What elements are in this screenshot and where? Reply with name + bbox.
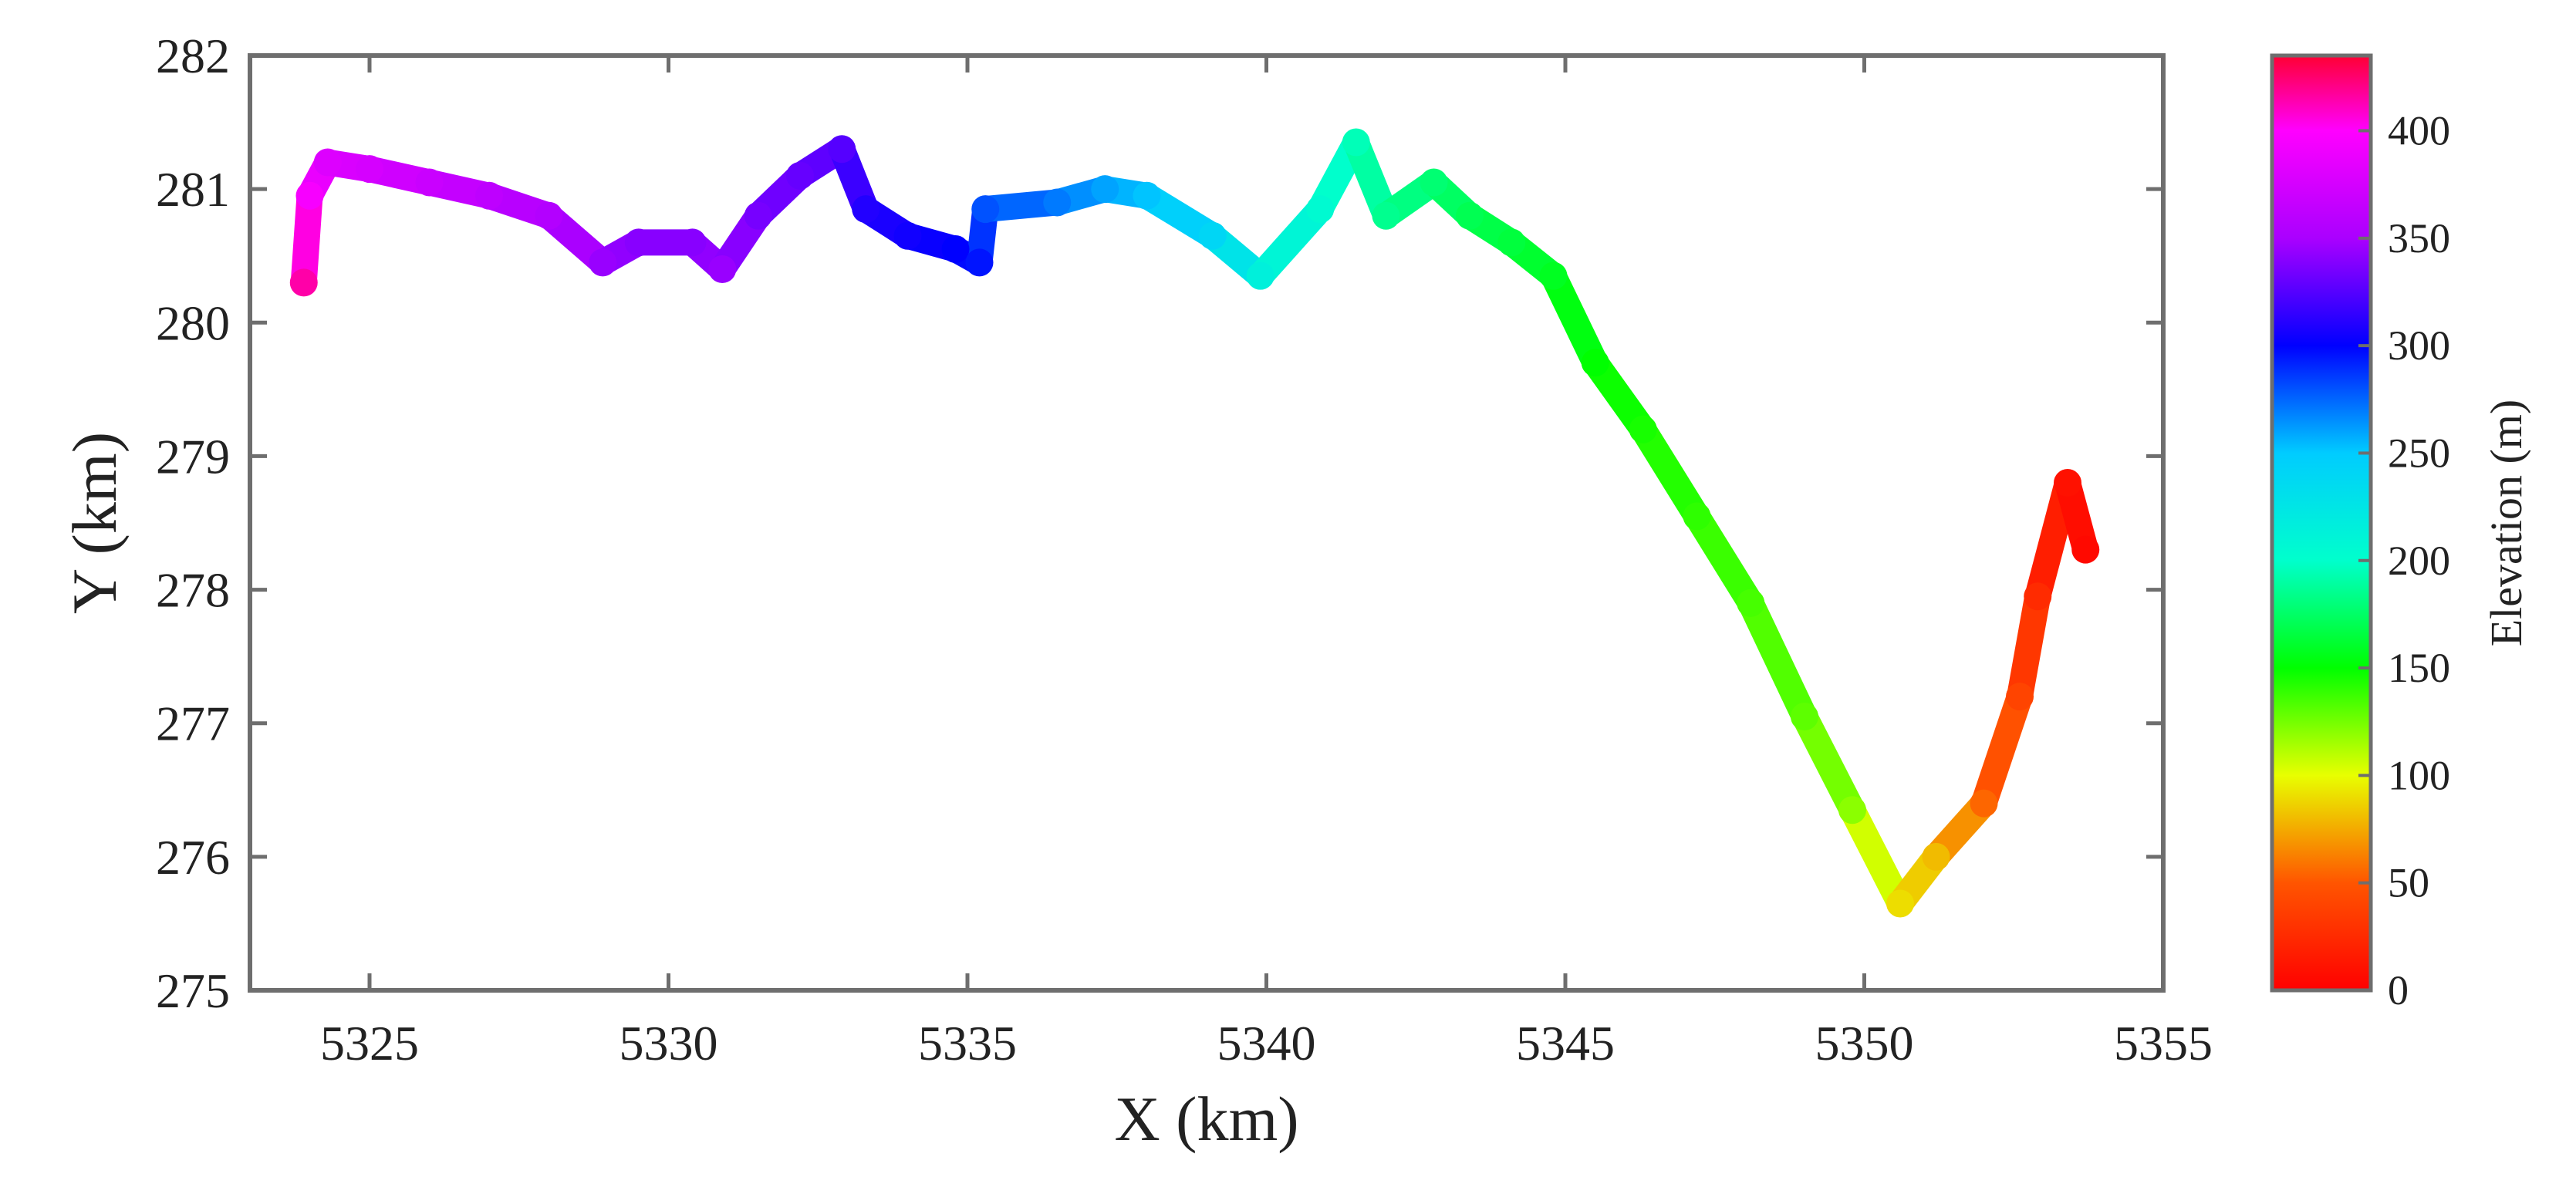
track-point <box>1838 796 1866 824</box>
track-segment <box>1540 262 1609 376</box>
colorbar-tick-label: 300 <box>2388 322 2450 369</box>
y-tick-label: 282 <box>156 29 230 83</box>
colorbar-tick-label: 100 <box>2388 752 2450 798</box>
track-segment <box>1791 703 1865 824</box>
y-tick-label: 280 <box>156 295 230 350</box>
x-axis-label: X (km) <box>1114 1084 1298 1154</box>
x-tick-label: 5325 <box>320 1016 419 1071</box>
track-point <box>786 161 814 190</box>
x-tick-label: 5340 <box>1217 1016 1316 1071</box>
colorbar-label: Elevation (m) <box>2481 400 2531 647</box>
y-axis: 275 276 277 278 279 280 281 282 <box>156 29 2163 1018</box>
track-point <box>1043 188 1072 217</box>
track-segment <box>1629 416 1710 530</box>
track-point <box>678 228 707 257</box>
y-tick-label: 275 <box>156 963 230 1018</box>
track-point <box>708 255 737 284</box>
track-point <box>2024 582 2052 611</box>
x-tick-label: 5345 <box>1516 1016 1615 1071</box>
plot-frame <box>248 53 2166 993</box>
track-point <box>1629 415 1657 443</box>
track-point <box>965 248 994 277</box>
track-point <box>941 235 970 264</box>
x-axis: 5325 5330 5335 5340 5345 5350 5355 <box>320 56 2213 1071</box>
y-tick-label: 278 <box>156 563 230 618</box>
track-segment <box>290 182 323 296</box>
colorbar-tick-label: 400 <box>2388 108 2450 154</box>
track-point <box>475 181 503 210</box>
y-tick-label: 277 <box>156 696 230 751</box>
track-point <box>893 221 922 250</box>
colorbar-tick-label: 50 <box>2388 860 2429 906</box>
x-tick-label: 5350 <box>1815 1016 1914 1071</box>
track-segment <box>2007 583 2051 710</box>
track-point <box>1342 128 1370 157</box>
y-axis-label: Y (km) <box>59 432 130 614</box>
x-tick-label: 5355 <box>2114 1016 2213 1071</box>
track-point <box>1420 168 1448 197</box>
track-point <box>415 168 444 197</box>
track-point <box>356 155 383 184</box>
track-layer <box>289 128 2100 918</box>
colorbar-tick-label: 250 <box>2388 430 2450 476</box>
track-segment <box>1970 683 2033 817</box>
track-point <box>1456 201 1484 230</box>
track-point <box>744 201 772 230</box>
colorbar-tick-label: 350 <box>2388 215 2450 261</box>
track-point <box>1198 221 1227 250</box>
track-point <box>971 195 1000 224</box>
track-point <box>589 248 617 277</box>
colorbar-tick-label: 0 <box>2388 967 2409 1013</box>
x-tick-label: 5335 <box>918 1016 1017 1071</box>
track-point <box>1683 502 1711 531</box>
track-point <box>624 228 653 257</box>
track-point <box>1581 349 1609 377</box>
colorbar <box>2272 56 2371 990</box>
colorbar-tick-label: 150 <box>2388 645 2450 691</box>
track-point <box>289 268 318 297</box>
track-point <box>1539 261 1568 290</box>
track-point <box>852 195 880 224</box>
y-tick-label: 276 <box>156 830 230 885</box>
track-point <box>2071 535 2100 564</box>
track-point <box>1306 195 1335 224</box>
track-point <box>1497 228 1526 257</box>
track-point <box>1133 181 1161 210</box>
colorbar-tick-label: 200 <box>2388 538 2450 584</box>
track-point <box>2054 469 2081 497</box>
track-point <box>535 201 563 230</box>
track-point <box>2006 683 2034 711</box>
track-point <box>1970 789 1998 818</box>
y-tick-label: 279 <box>156 429 230 484</box>
y-tick-label: 281 <box>156 162 230 217</box>
colorbar-axis: 0 50 100 150 200 250 300 350 400 <box>2358 108 2450 1013</box>
track-segment <box>1683 503 1764 616</box>
track-point <box>1791 703 1818 731</box>
track-segment <box>1247 196 1334 289</box>
x-tick-label: 5330 <box>620 1016 718 1071</box>
track-point <box>1372 201 1400 230</box>
track-point <box>828 135 856 164</box>
track-point <box>313 148 342 177</box>
track-point <box>295 181 324 210</box>
track-segment <box>1839 797 1913 917</box>
track-point <box>1246 261 1274 290</box>
track-segment <box>1737 589 1818 730</box>
colorbar-frame <box>2270 53 2373 993</box>
track-point <box>1886 889 1914 918</box>
track-point <box>1922 842 1950 871</box>
track-point <box>1737 588 1765 617</box>
track-point <box>1091 175 1119 204</box>
plot-area <box>250 56 2163 990</box>
